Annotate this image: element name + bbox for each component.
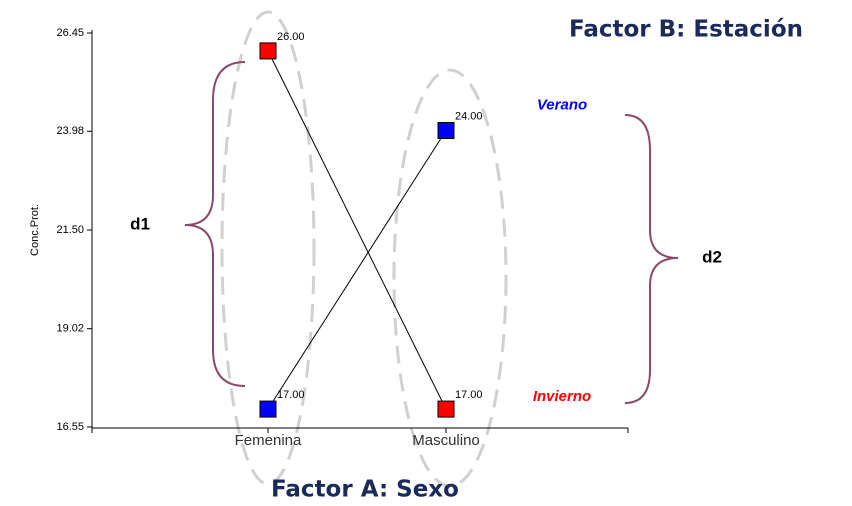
y-tick-label: 19.02 <box>56 323 84 335</box>
value-label: 24.00 <box>455 110 483 122</box>
value-label: 26.00 <box>277 31 305 43</box>
point <box>437 400 455 418</box>
brace <box>184 61 246 387</box>
group-ellipse <box>392 68 508 488</box>
y-tick-label: 26.45 <box>56 27 84 39</box>
y-tick-label: 21.50 <box>56 224 84 236</box>
chart-title: Factor B: Estación <box>569 17 803 43</box>
y-axis-title: Conc.Prot. <box>29 204 41 256</box>
point <box>259 42 277 60</box>
series-line <box>267 130 447 410</box>
point <box>437 122 455 140</box>
group-ellipse <box>220 10 316 486</box>
x-axis-title: Factor A: Sexo <box>271 477 459 503</box>
x-tick-label: Femenina <box>235 432 302 449</box>
y-tick-label: 16.55 <box>56 421 84 433</box>
legend-label: Invierno <box>533 388 591 405</box>
y-tick-label: 23.98 <box>56 125 84 137</box>
point <box>259 400 277 418</box>
annotation: d1 <box>130 214 150 233</box>
brace <box>624 114 679 404</box>
legend-label: Verano <box>537 96 587 113</box>
value-label: 17.00 <box>277 389 305 401</box>
x-tick-label: Masculino <box>412 432 480 449</box>
value-label: 17.00 <box>455 389 483 401</box>
series-line <box>267 50 447 410</box>
annotation: d2 <box>702 247 722 266</box>
